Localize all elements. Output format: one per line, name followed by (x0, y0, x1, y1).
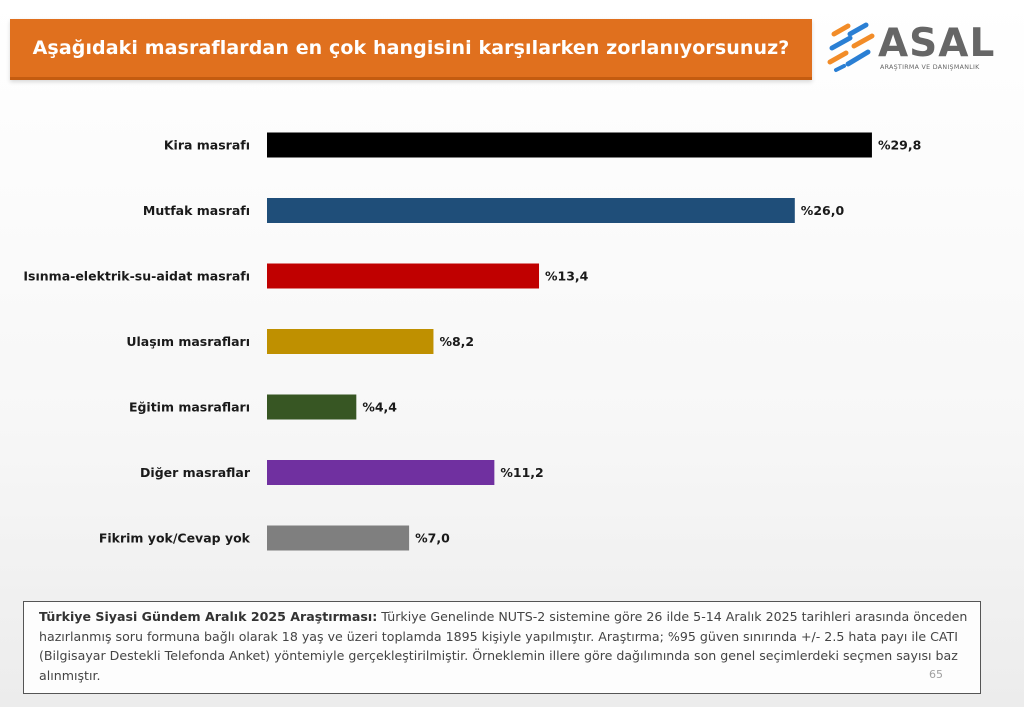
category-label: Kira masrafı (164, 138, 250, 153)
bar-chart: Kira masrafı %29,8 Mutfak masrafı %26,0 Isın… (23, 132, 921, 551)
logo-subtitle: ARAŞTIRMA VE DANIŞMANLIK (880, 64, 980, 71)
category-label: Mutfak masrafı (143, 203, 250, 218)
asal-logo-mark-icon (827, 22, 875, 72)
logo-wordmark: ASAL (878, 21, 996, 66)
bar-2 (267, 198, 795, 223)
methodology-text: Türkiye Genelinde NUTS-2 sistemine göre … (39, 609, 968, 683)
category-label: Fikrim yok/Cevap yok (99, 531, 251, 546)
category-label: Eğitim masrafları (129, 400, 250, 415)
data-label: %4,4 (362, 400, 397, 415)
data-label: %26,0 (801, 203, 845, 218)
title-banner: Aşağıdaki masraflardan en çok hangisini … (10, 19, 812, 80)
bar-3 (267, 263, 540, 289)
data-label: %29,8 (878, 138, 921, 153)
methodology-title: Türkiye Siyasi Gündem Aralık 2025 Araştı… (39, 609, 378, 624)
category-label: Diğer masraflar (140, 465, 251, 480)
chart-title: Aşağıdaki masraflardan en çok hangisini … (32, 37, 790, 59)
data-label: %7,0 (415, 531, 450, 546)
data-label: %8,2 (439, 334, 474, 349)
category-label: Ulaşım masrafları (126, 334, 250, 349)
methodology-note: Türkiye Siyasi Gündem Aralık 2025 Araştı… (23, 601, 981, 694)
bar-5 (267, 394, 357, 420)
bar-1 (267, 132, 872, 158)
category-label: Isınma-elektrik-su-aidat masrafı (23, 269, 250, 284)
asal-logo: ASAL ARAŞTIRMA VE DANIŞMANLIK (826, 22, 1016, 74)
data-label: %13,4 (545, 269, 589, 284)
bar-4 (267, 329, 434, 354)
page-number: 65 (929, 668, 943, 681)
bar-6 (267, 460, 495, 485)
data-label: %11,2 (500, 465, 543, 480)
bar-7 (267, 525, 410, 551)
